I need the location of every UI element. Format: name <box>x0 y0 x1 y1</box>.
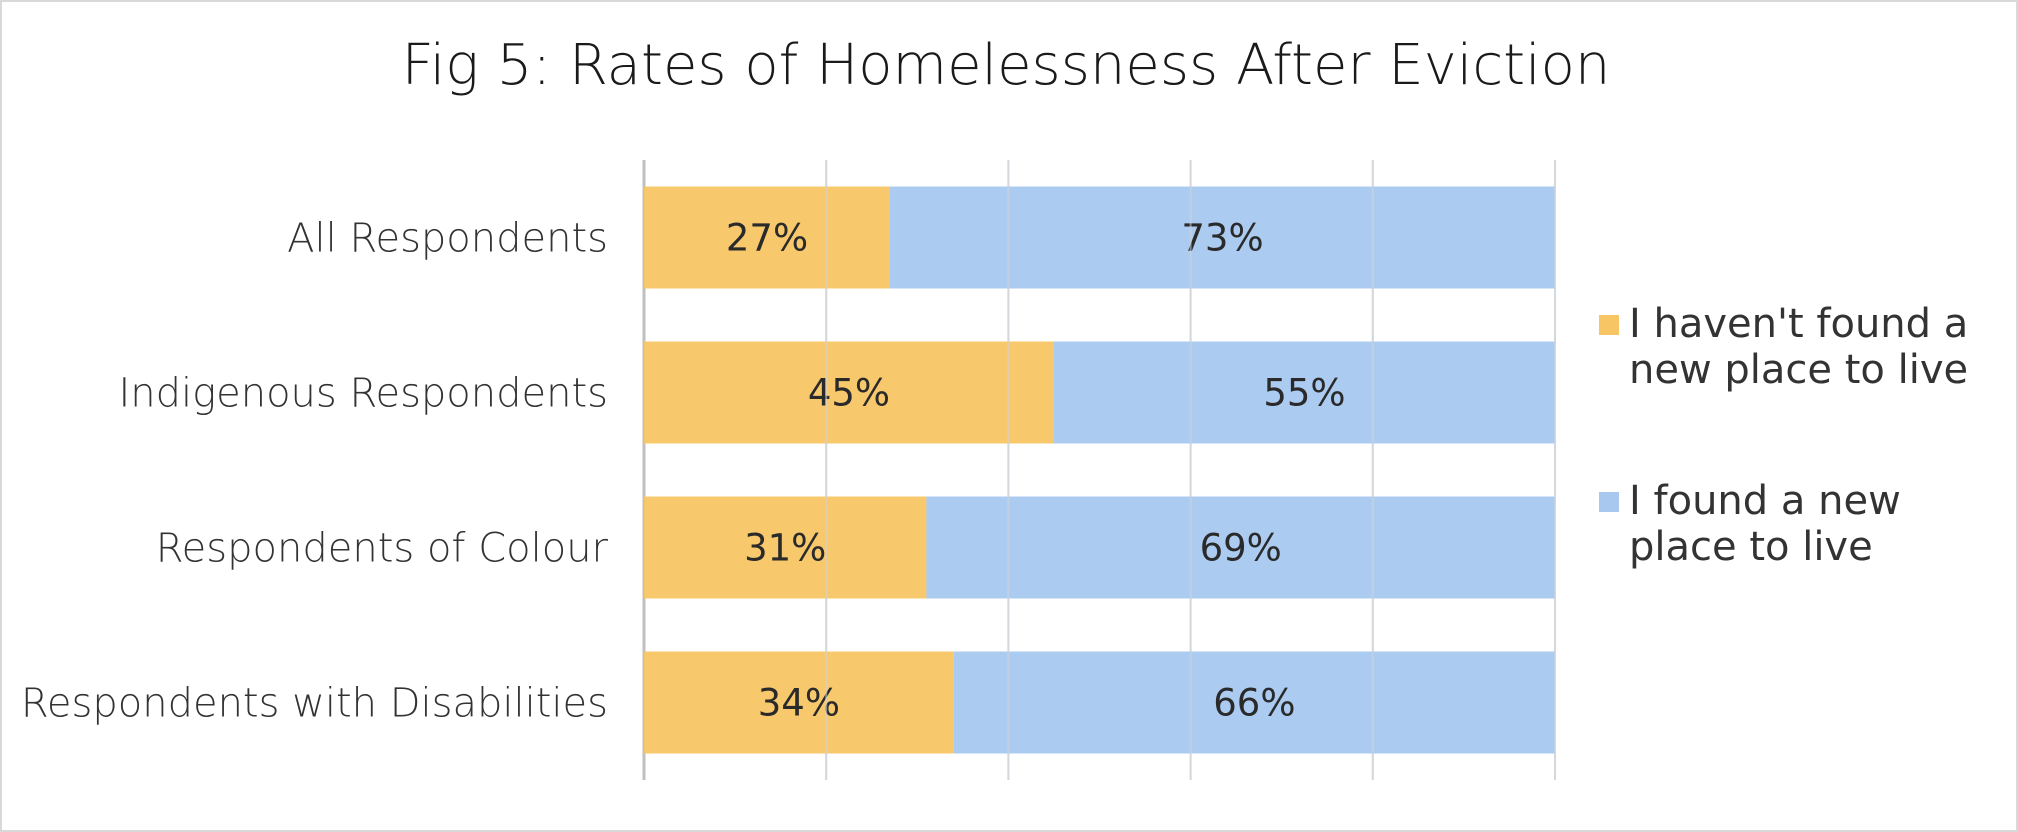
legend-label: new place to live <box>1629 347 1968 393</box>
bars: 27% 73% 45% 55% 31% 69% 34% 66% <box>644 186 1555 754</box>
data-label: 27% <box>726 217 808 260</box>
category-label: All Respondents <box>287 216 608 262</box>
category-label: Respondents of Colour <box>156 526 609 572</box>
legend-swatch <box>1599 492 1619 512</box>
category-label: Indigenous Respondents <box>118 371 608 417</box>
bar-segment <box>644 341 1054 444</box>
data-label: 55% <box>1263 372 1345 415</box>
category-label: Respondents with Disabilities <box>21 681 608 727</box>
data-label: 45% <box>808 372 890 415</box>
bar-segment <box>1053 341 1555 444</box>
bar-segment <box>926 496 1555 599</box>
legend-label: I found a new <box>1629 478 1901 524</box>
data-label: 31% <box>744 527 826 570</box>
category-labels: All Respondents Indigenous Respondents Res… <box>21 216 609 727</box>
bar-segment <box>644 651 954 754</box>
data-label: 73% <box>1181 217 1263 260</box>
chart-title: Fig 5: Rates of Homelessness After Evict… <box>402 33 1611 98</box>
data-label: 34% <box>758 682 840 725</box>
data-label: 66% <box>1213 682 1295 725</box>
bar-segment <box>644 496 927 599</box>
bar-segment <box>953 651 1555 754</box>
legend-label: place to live <box>1629 524 1873 570</box>
legend-label: I haven't found a <box>1629 301 1968 347</box>
grid-overlay <box>825 160 1556 780</box>
data-label: 69% <box>1200 527 1282 570</box>
bar-segment <box>889 186 1555 289</box>
legend-swatch <box>1599 315 1619 335</box>
bar-segment <box>644 186 890 289</box>
